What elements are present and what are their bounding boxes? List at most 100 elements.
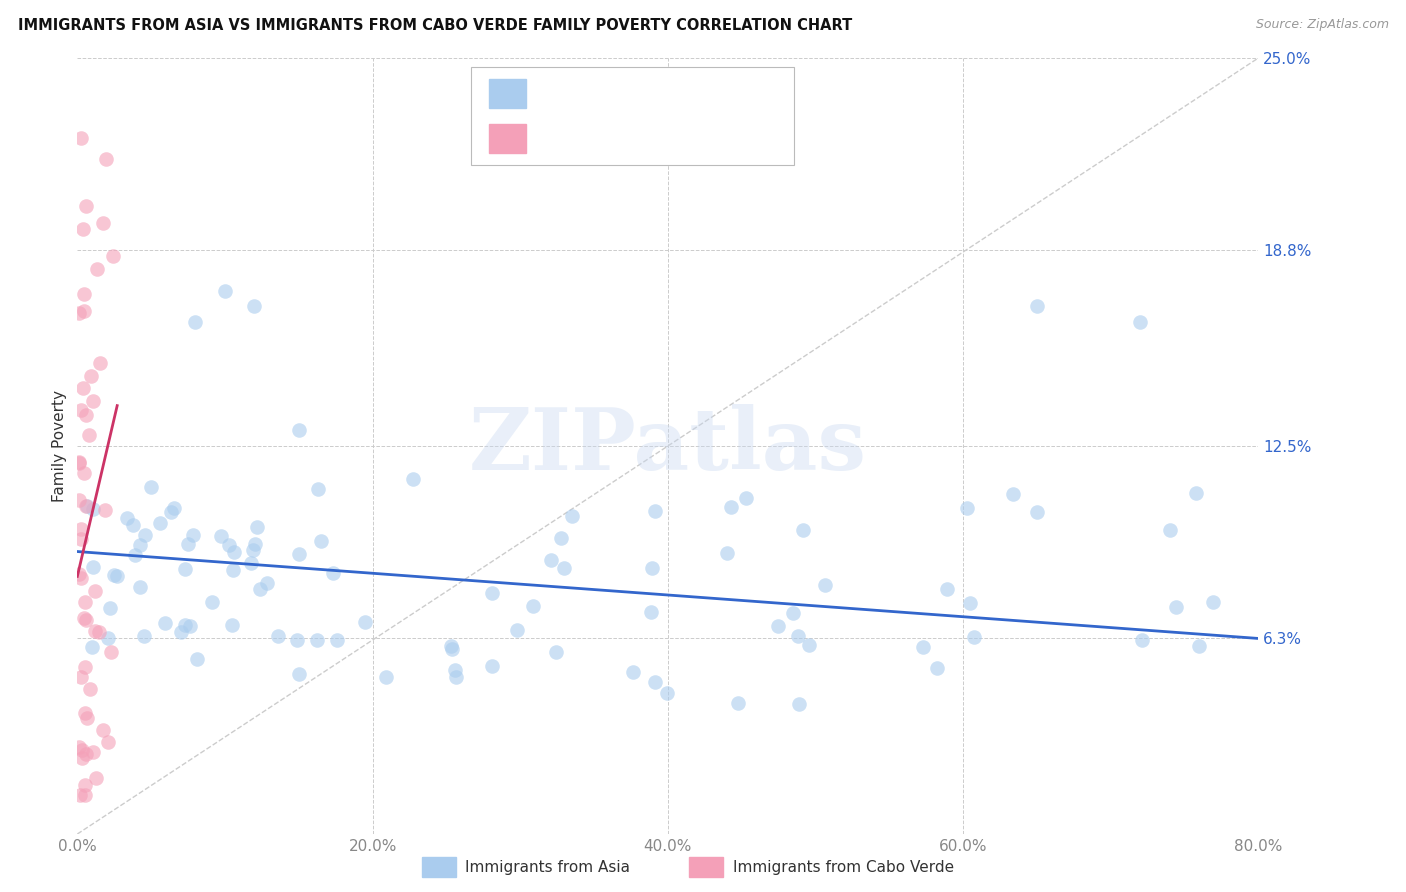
Point [222,563,245,577]
Point [97,735,120,749]
Point [311,533,333,548]
Text: R =: R = [537,85,576,103]
Point [354,615,377,629]
Y-axis label: Family Poverty: Family Poverty [52,390,67,502]
Point [134,528,156,542]
Text: Immigrants from Asia: Immigrants from Asia [465,860,630,874]
Point [540,552,562,566]
Point [325,632,347,647]
Point [98,601,121,615]
Point [927,660,949,674]
Point [481,659,503,673]
Point [141,480,163,494]
Point [1001,487,1024,501]
Point [122,518,145,533]
Point [87,624,110,639]
Point [89,355,111,369]
Point [307,632,329,647]
Point [75,408,97,422]
Point [256,576,278,591]
Point [79,681,101,696]
Point [621,665,644,679]
Point [553,561,575,575]
Text: Immigrants from Cabo Verde: Immigrants from Cabo Verde [733,860,953,874]
Point [1201,595,1223,609]
Point [70,671,93,685]
Point [134,629,156,643]
Point [149,516,172,531]
Point [443,663,465,677]
Point [1129,315,1152,329]
Point [444,670,467,684]
Point [70,571,93,585]
Point [440,639,463,653]
Point [73,660,96,674]
Point [243,536,266,550]
Point [1159,523,1181,537]
Point [641,561,664,575]
Point [644,504,666,518]
Point [640,605,662,619]
Point [814,578,837,592]
Point [1164,600,1187,615]
Point [67,455,90,469]
Point [67,739,90,754]
Point [186,651,208,665]
Point [76,711,98,725]
Point [1185,486,1208,500]
Point [72,381,94,395]
Point [402,471,425,485]
Point [72,286,94,301]
Text: N =: N = [652,129,692,147]
Point [79,368,101,383]
Point [727,696,749,710]
Point [720,500,742,514]
Point [75,747,97,761]
Point [174,562,197,576]
Point [67,456,90,470]
Point [75,706,97,720]
Point [75,613,97,627]
Point [67,306,90,320]
Point [522,599,544,613]
Point [657,686,679,700]
Point [73,595,96,609]
Point [67,566,90,581]
Point [160,505,183,519]
Point [94,503,117,517]
Point [82,745,104,759]
Point [70,751,93,765]
Point [544,645,567,659]
Point [163,500,186,515]
Point [73,467,96,481]
Point [240,556,263,570]
Point [69,789,91,803]
Text: ZIPatlas: ZIPatlas [468,404,868,488]
Point [124,549,146,563]
Point [288,424,311,438]
Text: IMMIGRANTS FROM ASIA VS IMMIGRANTS FROM CABO VERDE FAMILY POVERTY CORRELATION CH: IMMIGRANTS FROM ASIA VS IMMIGRANTS FROM … [18,18,852,33]
Point [246,520,269,534]
Point [249,582,271,596]
Point [82,559,104,574]
Point [101,249,124,263]
Point [184,315,207,329]
Point [956,501,979,516]
Text: R =: R = [537,129,582,147]
Point [96,152,118,166]
Point [242,543,264,558]
Point [1132,632,1154,647]
Point [787,629,810,643]
Point [84,584,107,599]
Point [169,625,191,640]
Point [69,403,91,417]
Point [288,547,311,561]
Text: 0.120: 0.120 [579,129,630,147]
Point [73,304,96,318]
Point [76,500,98,514]
Point [481,585,503,599]
Point [322,566,344,580]
Point [214,284,236,298]
Point [69,522,91,536]
Point [91,723,114,737]
